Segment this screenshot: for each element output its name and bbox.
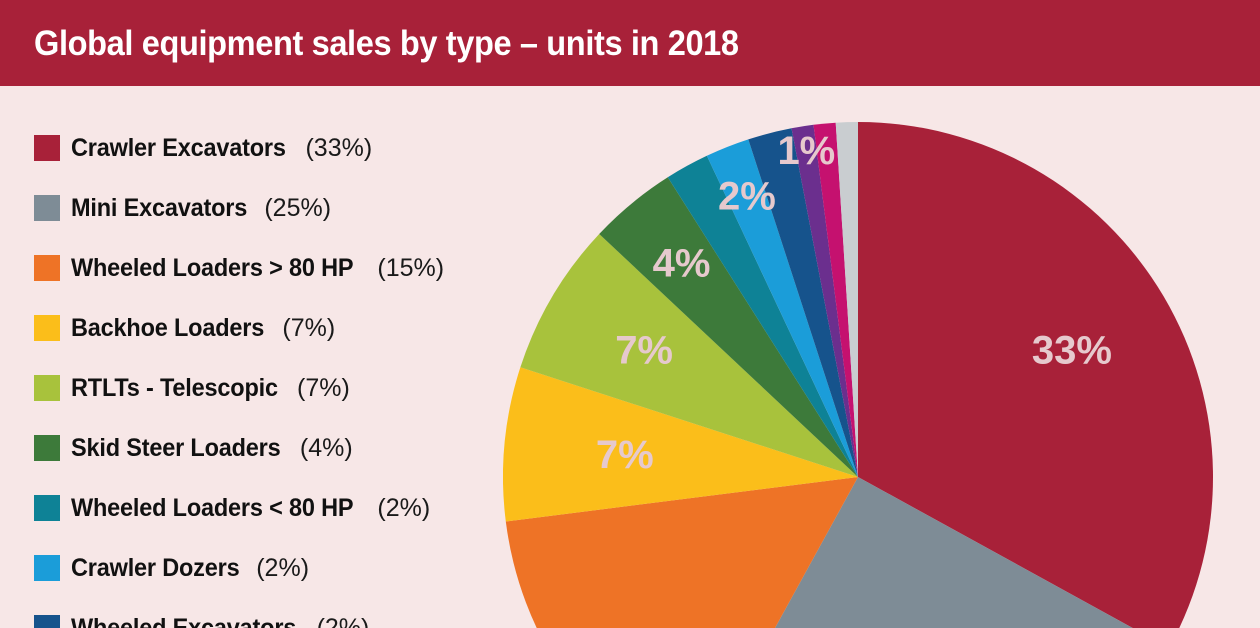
legend-color-swatch bbox=[34, 435, 60, 461]
legend-text: Crawler Dozers (2%) bbox=[71, 553, 310, 582]
legend-item[interactable]: Wheeled Loaders < 80 HP (2%) bbox=[34, 478, 504, 538]
legend-item-percent: (7%) bbox=[282, 313, 336, 342]
legend-item-percent: (33%) bbox=[305, 133, 373, 162]
legend-item-label: Wheeled Excavators bbox=[71, 613, 297, 628]
legend-item-label: Wheeled Loaders < 80 HP bbox=[71, 493, 354, 522]
legend: Crawler Excavators (33%) Mini Excavators (2… bbox=[34, 118, 504, 628]
page-title: Global equipment sales by type – units i… bbox=[34, 24, 739, 63]
pie-slice-group bbox=[503, 122, 1213, 628]
pie-chart-svg: 33% 7% 7% 4%2%1% bbox=[503, 122, 1213, 628]
pie-slice[interactable] bbox=[813, 122, 858, 478]
pie-slice[interactable] bbox=[748, 128, 858, 477]
pie-slice[interactable] bbox=[667, 155, 858, 478]
legend-item-label: Mini Excavators bbox=[71, 193, 248, 222]
legend-text: Wheeled Loaders < 80 HP (2%) bbox=[71, 493, 431, 522]
pie-slice[interactable] bbox=[503, 367, 858, 522]
legend-item[interactable]: Mini Excavators (25%) bbox=[34, 178, 504, 238]
legend-item-percent: (4%) bbox=[299, 433, 353, 462]
legend-item[interactable]: Wheeled Loaders > 80 HP (15%) bbox=[34, 238, 504, 298]
pie-slice[interactable] bbox=[835, 122, 858, 477]
pie-slice[interactable] bbox=[505, 477, 858, 628]
legend-text: Wheeled Excavators (2%) bbox=[71, 613, 370, 628]
legend-color-swatch bbox=[34, 255, 60, 281]
legend-item[interactable]: Backhoe Loaders (7%) bbox=[34, 298, 504, 358]
legend-item-percent: (15%) bbox=[377, 253, 445, 282]
legend-item-percent: (7%) bbox=[297, 373, 350, 402]
legend-color-swatch bbox=[34, 555, 60, 581]
legend-color-swatch bbox=[34, 135, 60, 161]
legend-item-label: Wheeled Loaders > 80 HP bbox=[71, 253, 354, 282]
legend-color-swatch bbox=[34, 615, 60, 628]
legend-item-percent: (2%) bbox=[316, 613, 370, 628]
legend-color-swatch bbox=[34, 315, 60, 341]
legend-item-label: Backhoe Loaders bbox=[71, 313, 265, 342]
legend-color-swatch bbox=[34, 375, 60, 401]
pie-slice[interactable] bbox=[858, 122, 1213, 628]
legend-item-label: Skid Steer Loaders bbox=[71, 433, 281, 462]
legend-item[interactable]: Crawler Excavators (33%) bbox=[34, 118, 504, 178]
legend-text: RTLTs - Telescopic (7%) bbox=[71, 373, 350, 402]
pie-slice[interactable] bbox=[520, 233, 858, 477]
pie-slice[interactable] bbox=[687, 477, 1169, 628]
pie-slice[interactable] bbox=[791, 124, 858, 477]
legend-item-percent: (2%) bbox=[377, 493, 431, 522]
legend-item[interactable]: RTLTs - Telescopic (7%) bbox=[34, 358, 504, 418]
legend-item-label: RTLTs - Telescopic bbox=[71, 373, 278, 402]
pie-slice-label: 4% bbox=[653, 242, 711, 286]
header-bar: Global equipment sales by type – units i… bbox=[0, 0, 1260, 86]
pie-slice[interactable] bbox=[706, 139, 858, 477]
legend-item-label: Crawler Dozers bbox=[71, 553, 240, 582]
legend-color-swatch bbox=[34, 195, 60, 221]
pie-chart: 33% 7% 7% 4% 2% 1% bbox=[503, 122, 1213, 628]
legend-item-percent: (2%) bbox=[256, 553, 310, 582]
legend-item-percent: (25%) bbox=[264, 193, 332, 222]
pie-slice-label: 2% bbox=[718, 174, 776, 218]
pie-slice-label: 7% bbox=[596, 433, 654, 477]
legend-color-swatch bbox=[34, 495, 60, 521]
pie-slice-label: 1% bbox=[777, 129, 835, 173]
legend-text: Backhoe Loaders (7%) bbox=[71, 313, 336, 342]
legend-text: Crawler Excavators (33%) bbox=[71, 133, 373, 162]
legend-item-label: Crawler Excavators bbox=[71, 133, 286, 162]
pie-slice[interactable] bbox=[599, 177, 858, 477]
legend-text: Wheeled Loaders > 80 HP (15%) bbox=[71, 253, 445, 282]
legend-item[interactable]: Skid Steer Loaders (4%) bbox=[34, 418, 504, 478]
legend-text: Skid Steer Loaders (4%) bbox=[71, 433, 353, 462]
legend-item[interactable]: Wheeled Excavators (2%) bbox=[34, 598, 504, 628]
pie-slice-label: 7% bbox=[615, 329, 673, 373]
pie-slice-label: 33% bbox=[1032, 329, 1112, 373]
legend-text: Mini Excavators (25%) bbox=[71, 193, 332, 222]
legend-item[interactable]: Crawler Dozers (2%) bbox=[34, 538, 504, 598]
pie-slice-label-group: 33% 7% 7% 4%2%1% bbox=[596, 129, 1112, 477]
